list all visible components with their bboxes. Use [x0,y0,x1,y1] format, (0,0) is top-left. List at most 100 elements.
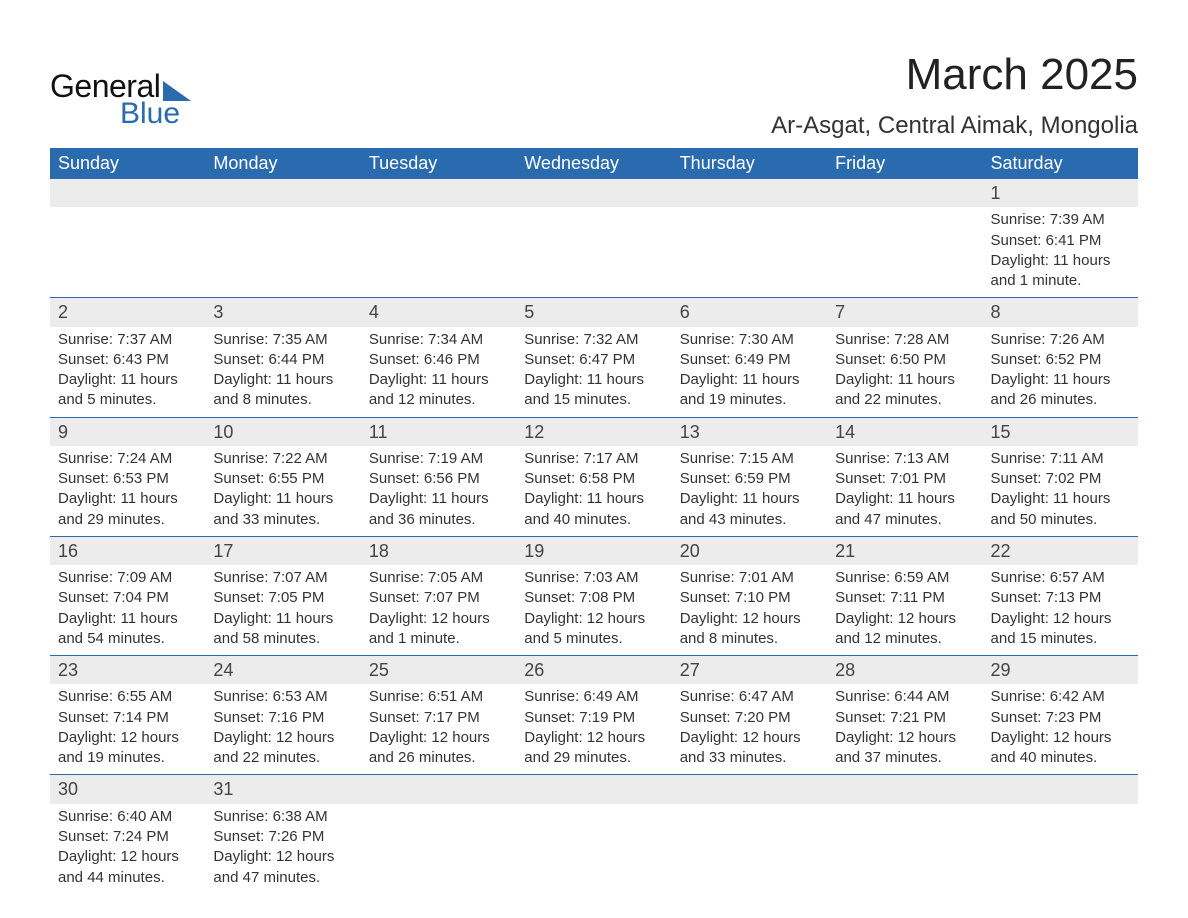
daylight-label-1: Daylight: 12 hours [369,609,508,629]
daylight-label-2: and 33 minutes. [680,748,819,768]
day-detail-cell: Sunrise: 6:44 AMSunset: 7:21 PMDaylight:… [827,684,982,775]
sunrise-label: Sunrise: 7:30 AM [680,330,819,350]
weekday-header: Friday [827,148,982,179]
day-number-cell: 16 [50,536,205,565]
daylight-label-1: Daylight: 11 hours [835,370,974,390]
sunset-label: Sunset: 6:58 PM [524,469,663,489]
day-detail-cell: Sunrise: 7:13 AMSunset: 7:01 PMDaylight:… [827,446,982,537]
daylight-label-2: and 50 minutes. [991,510,1130,530]
sunrise-label: Sunrise: 7:26 AM [991,330,1130,350]
daylight-label-2: and 33 minutes. [213,510,352,530]
day-detail-cell [827,804,982,894]
sunset-label: Sunset: 6:46 PM [369,350,508,370]
daylight-label-2: and 15 minutes. [524,390,663,410]
daylight-label-2: and 26 minutes. [369,748,508,768]
daylight-label-2: and 22 minutes. [835,390,974,410]
day-number-cell [361,179,516,207]
daylight-label-2: and 47 minutes. [213,868,352,888]
daynum-row: 9101112131415 [50,417,1138,446]
sunset-label: Sunset: 7:01 PM [835,469,974,489]
day-number-cell: 15 [983,417,1138,446]
title-block: March 2025 Ar-Asgat, Central Aimak, Mong… [771,50,1138,140]
day-number-cell: 6 [672,298,827,327]
sunset-label: Sunset: 7:26 PM [213,827,352,847]
daylight-label-1: Daylight: 11 hours [991,251,1130,271]
day-number-cell: 25 [361,656,516,685]
sunrise-label: Sunrise: 7:37 AM [58,330,197,350]
sunrise-label: Sunrise: 6:53 AM [213,687,352,707]
detail-row: Sunrise: 6:55 AMSunset: 7:14 PMDaylight:… [50,684,1138,775]
day-number-cell: 3 [205,298,360,327]
day-number-cell [50,179,205,207]
day-number-cell [205,179,360,207]
daylight-label-1: Daylight: 12 hours [680,728,819,748]
day-detail-cell: Sunrise: 7:07 AMSunset: 7:05 PMDaylight:… [205,565,360,656]
day-detail-cell: Sunrise: 7:24 AMSunset: 6:53 PMDaylight:… [50,446,205,537]
sunrise-label: Sunrise: 7:13 AM [835,449,974,469]
daylight-label-1: Daylight: 12 hours [991,728,1130,748]
sunset-label: Sunset: 7:04 PM [58,588,197,608]
detail-row: Sunrise: 7:37 AMSunset: 6:43 PMDaylight:… [50,327,1138,418]
detail-row: Sunrise: 7:24 AMSunset: 6:53 PM Daylight:… [50,446,1138,537]
daylight-label-2: and 44 minutes. [58,868,197,888]
day-detail-cell: Sunrise: 7:17 AMSunset: 6:58 PMDaylight:… [516,446,671,537]
day-detail-cell: Sunrise: 7:11 AMSunset: 7:02 PMDaylight:… [983,446,1138,537]
sunset-label: Sunset: 6:55 PM [213,469,352,489]
daylight-label-2: and 26 minutes. [991,390,1130,410]
sunset-label: Sunset: 7:11 PM [835,588,974,608]
day-detail-cell: Sunrise: 7:34 AMSunset: 6:46 PMDaylight:… [361,327,516,418]
calendar-table: Sunday Monday Tuesday Wednesday Thursday… [50,148,1138,894]
day-detail-cell: Sunrise: 6:49 AMSunset: 7:19 PMDaylight:… [516,684,671,775]
day-number-cell: 13 [672,417,827,446]
sunrise-label: Sunrise: 7:11 AM [991,449,1130,469]
sunrise-label: Sunrise: 6:59 AM [835,568,974,588]
daylight-label-1: Daylight: 12 hours [213,847,352,867]
day-detail-cell: Sunrise: 6:59 AMSunset: 7:11 PMDaylight:… [827,565,982,656]
daylight-label-1: Daylight: 11 hours [58,609,197,629]
day-detail-cell: Sunrise: 6:55 AMSunset: 7:14 PMDaylight:… [50,684,205,775]
day-number-cell: 17 [205,536,360,565]
daylight-label-2: and 58 minutes. [213,629,352,649]
daylight-label-2: and 12 minutes. [369,390,508,410]
day-number-cell: 19 [516,536,671,565]
daylight-label-1: Daylight: 11 hours [524,370,663,390]
weekday-header: Tuesday [361,148,516,179]
daylight-label-2: and 37 minutes. [835,748,974,768]
sunset-label: Sunset: 7:13 PM [991,588,1130,608]
sunset-label: Sunset: 7:14 PM [58,708,197,728]
day-detail-cell: Sunrise: 7:03 AMSunset: 7:08 PMDaylight:… [516,565,671,656]
daylight-label-1: Daylight: 12 hours [680,609,819,629]
sunset-label: Sunset: 6:52 PM [991,350,1130,370]
daylight-label-2: and 15 minutes. [991,629,1130,649]
day-number-cell: 4 [361,298,516,327]
day-number-cell: 26 [516,656,671,685]
sunrise-label: Sunrise: 7:17 AM [524,449,663,469]
daylight-label-1: Daylight: 11 hours [680,370,819,390]
weekday-header: Monday [205,148,360,179]
daylight-label-1: Daylight: 12 hours [524,728,663,748]
day-number-cell [672,775,827,804]
day-detail-cell: Sunrise: 7:32 AMSunset: 6:47 PMDaylight:… [516,327,671,418]
day-number-cell [827,775,982,804]
daylight-label-1: Daylight: 12 hours [213,728,352,748]
daynum-row: 2345678 [50,298,1138,327]
sunrise-label: Sunrise: 7:03 AM [524,568,663,588]
sunset-label: Sunset: 7:23 PM [991,708,1130,728]
day-number-cell [983,775,1138,804]
sunrise-label: Sunrise: 6:44 AM [835,687,974,707]
sunrise-label: Sunrise: 7:24 AM [58,449,197,469]
day-detail-cell: Sunrise: 6:51 AMSunset: 7:17 PMDaylight:… [361,684,516,775]
sunset-label: Sunset: 7:17 PM [369,708,508,728]
sunset-label: Sunset: 6:53 PM [58,469,197,489]
daylight-label-2: and 43 minutes. [680,510,819,530]
weekday-header: Thursday [672,148,827,179]
sunset-label: Sunset: 6:44 PM [213,350,352,370]
weekday-header-row: Sunday Monday Tuesday Wednesday Thursday… [50,148,1138,179]
header: General Blue March 2025 Ar-Asgat, Centra… [50,50,1138,140]
day-detail-cell: Sunrise: 7:19 AMSunset: 6:56 PMDaylight:… [361,446,516,537]
sunrise-label: Sunrise: 6:57 AM [991,568,1130,588]
sunrise-label: Sunrise: 7:05 AM [369,568,508,588]
day-detail-cell: Sunrise: 7:35 AMSunset: 6:44 PMDaylight:… [205,327,360,418]
day-detail-cell [50,207,205,298]
daylight-label-1: Daylight: 11 hours [369,489,508,509]
